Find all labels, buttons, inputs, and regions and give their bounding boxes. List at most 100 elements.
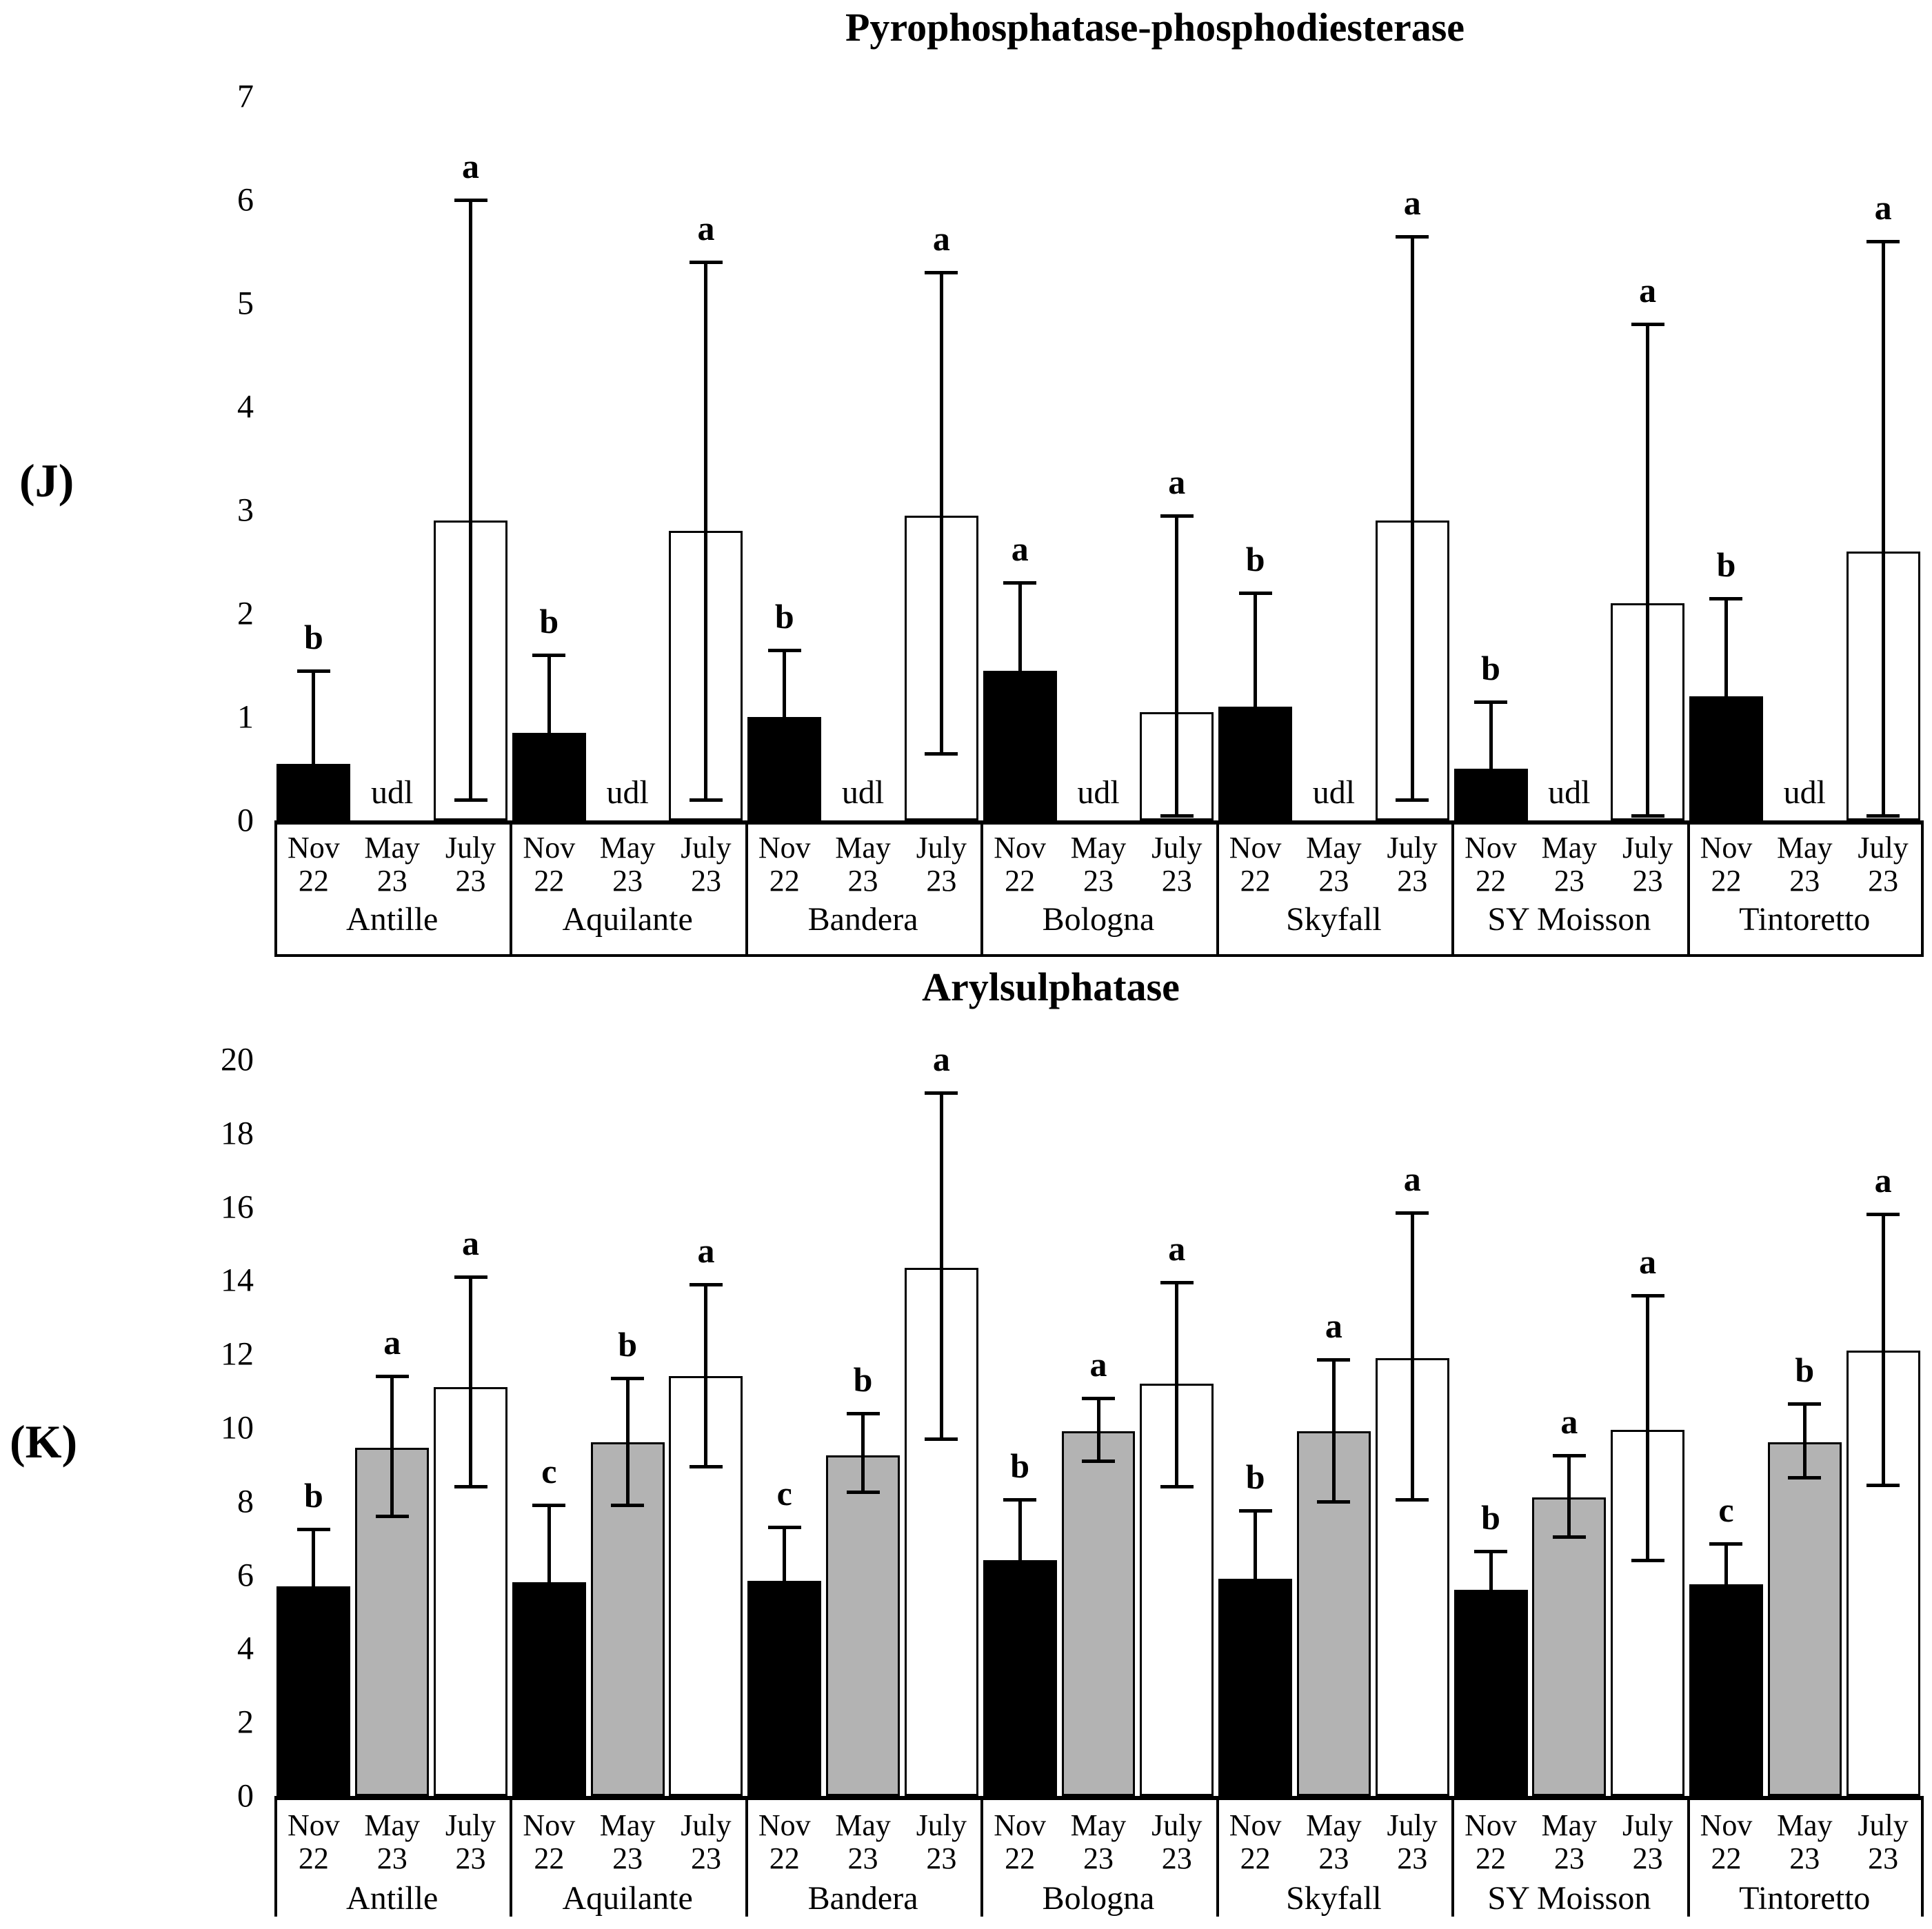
error-bar-cap-bottom xyxy=(611,1504,645,1508)
bar-tintoretto-nov-22 xyxy=(1689,696,1763,820)
significance-letter: a xyxy=(697,1231,715,1270)
error-bar-cap-bottom xyxy=(689,1465,723,1469)
error-bar-cap-top xyxy=(296,1527,330,1531)
error-bar-cap-top xyxy=(375,1375,409,1379)
error-bar-cap-top xyxy=(1631,323,1664,326)
x-axis-cultivar-label: Bandera xyxy=(807,1880,918,1917)
error-bar-line xyxy=(1646,324,1650,816)
x-axis-cultivar-label: Skyfall xyxy=(1286,901,1382,938)
x-axis-month-label: July 23 xyxy=(1622,831,1673,898)
udl-label: udl xyxy=(606,774,649,811)
significance-letter: a xyxy=(932,219,950,258)
error-bar-cap-top xyxy=(1788,1402,1822,1406)
y-tick-label: 1 xyxy=(237,698,254,736)
x-axis-month-label: July 23 xyxy=(1622,1808,1673,1875)
error-bar-cap-top xyxy=(532,1504,566,1508)
x-axis-month-label: July 23 xyxy=(1387,1808,1438,1875)
significance-letter: a xyxy=(1325,1306,1342,1346)
udl-label: udl xyxy=(1783,774,1826,811)
group-separator-line xyxy=(1451,820,1455,957)
error-bar-cap-top xyxy=(689,1282,723,1286)
error-bar-cap-bottom xyxy=(1160,814,1194,818)
error-bar-cap-top xyxy=(767,1526,801,1530)
error-bar-cap-top xyxy=(925,1091,958,1095)
error-bar-cap-top xyxy=(1160,1281,1194,1285)
error-bar-cap-top xyxy=(846,1411,880,1415)
x-axis-month-label: May 23 xyxy=(599,1808,656,1875)
x-axis-line xyxy=(274,1796,1922,1800)
error-bar-cap-bottom xyxy=(846,1491,880,1495)
error-bar-cap-top xyxy=(1003,1498,1037,1502)
udl-label: udl xyxy=(1077,774,1120,811)
y-tick-label: 10 xyxy=(221,1409,254,1446)
significance-letter: b xyxy=(303,1475,323,1515)
significance-letter: a xyxy=(1089,1345,1107,1384)
significance-letter: a xyxy=(1168,1229,1186,1269)
error-bar-line xyxy=(1802,1404,1807,1478)
x-axis-cultivar-label: Bologna xyxy=(1042,901,1155,938)
significance-letter: a xyxy=(1639,271,1657,310)
error-bar-cap-top xyxy=(1474,700,1508,704)
error-bar-cap-top xyxy=(1082,1397,1115,1401)
x-axis-month-label: July 23 xyxy=(681,831,732,898)
x-axis-month-label: Nov 22 xyxy=(994,831,1047,898)
error-bar-cap-top xyxy=(1474,1549,1508,1553)
x-axis-month-label: July 23 xyxy=(1151,1808,1203,1875)
y-tick-label: 6 xyxy=(237,1557,254,1594)
udl-label: udl xyxy=(841,774,885,811)
x-axis-cultivar-label: SY Moisson xyxy=(1487,1880,1651,1917)
significance-letter: a xyxy=(1874,188,1892,227)
x-axis-month-label: July 23 xyxy=(1151,831,1203,898)
udl-label: udl xyxy=(371,774,414,811)
error-bar-line xyxy=(1096,1398,1100,1462)
error-bar-line xyxy=(469,1277,473,1487)
bar-aquilante-nov-22 xyxy=(512,1582,586,1796)
group-separator-line xyxy=(274,820,277,957)
error-bar-line xyxy=(1175,515,1179,816)
significance-letter: b xyxy=(1010,1446,1030,1486)
significance-letter: c xyxy=(541,1452,557,1491)
x-axis-line xyxy=(274,820,1922,825)
group-separator-line xyxy=(510,1796,513,1917)
y-tick-label: 2 xyxy=(237,595,254,632)
x-axis-cultivar-label: Antille xyxy=(346,901,439,938)
panel-letter-j: (J) xyxy=(19,454,74,507)
y-tick-label: 18 xyxy=(221,1115,254,1152)
x-axis-month-label: Nov 22 xyxy=(288,831,340,898)
error-bar-cap-bottom xyxy=(1788,1476,1822,1480)
error-bar-line xyxy=(469,200,473,800)
y-tick-label: 3 xyxy=(237,492,254,529)
error-bar-cap-top xyxy=(296,669,330,673)
group-separator-line xyxy=(745,820,748,957)
significance-letter: a xyxy=(1011,529,1029,568)
error-bar-cap-top xyxy=(689,261,723,264)
x-axis-month-label: May 23 xyxy=(835,1808,891,1875)
error-bar-line xyxy=(1410,1212,1414,1500)
bar-bologna-nov-22 xyxy=(983,1560,1057,1796)
x-axis-cultivar-label: Tintoretto xyxy=(1739,1880,1871,1917)
bar-bandera-nov-22 xyxy=(747,1580,822,1796)
x-axis-month-label: Nov 22 xyxy=(1700,831,1753,898)
error-bar-line xyxy=(1881,1214,1885,1485)
x-axis-month-label: Nov 22 xyxy=(1700,1808,1753,1875)
error-bar-cap-bottom xyxy=(1396,1498,1429,1502)
significance-letter: c xyxy=(776,1474,792,1513)
error-bar-line xyxy=(939,1093,943,1439)
y-tick-label: 0 xyxy=(237,1777,254,1815)
label-box-bottom-border xyxy=(274,954,1922,957)
significance-letter: c xyxy=(1718,1491,1734,1530)
x-axis-cultivar-label: Antille xyxy=(346,1880,439,1917)
significance-letter: b xyxy=(1795,1351,1815,1390)
significance-letter: b xyxy=(1716,545,1736,584)
bar-aquilante-nov-22 xyxy=(512,732,586,820)
significance-letter: b xyxy=(1245,1457,1265,1497)
error-bar-line xyxy=(783,1527,787,1581)
bar-bandera-may-23 xyxy=(826,1455,900,1796)
x-axis-cultivar-label: Tintoretto xyxy=(1739,901,1871,938)
error-bar-cap-bottom xyxy=(1317,1499,1351,1504)
bar-sy-moisson-nov-22 xyxy=(1453,1589,1528,1796)
error-bar-line xyxy=(1254,593,1258,707)
significance-letter: a xyxy=(1874,1161,1892,1200)
error-bar-line xyxy=(783,649,787,717)
error-bar-cap-bottom xyxy=(1552,1535,1586,1539)
